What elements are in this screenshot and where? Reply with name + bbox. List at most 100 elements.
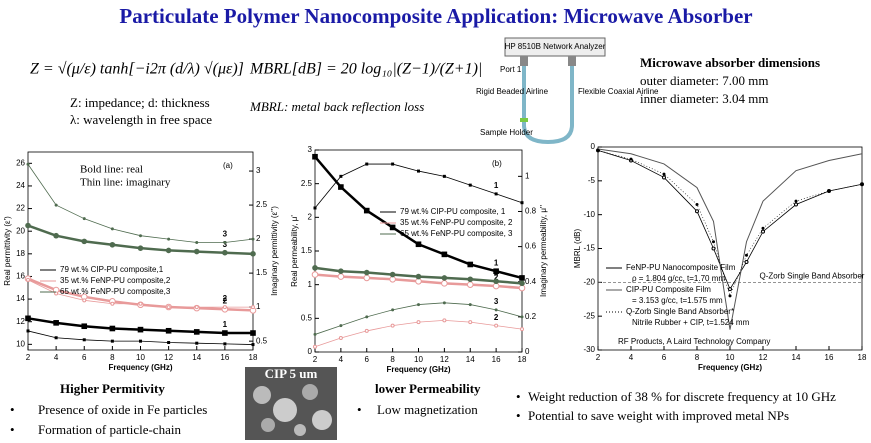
bullet-text: Formation of particle-chain xyxy=(38,422,181,437)
marker xyxy=(338,268,344,275)
marker xyxy=(441,280,448,287)
x-tick-label: 18 xyxy=(518,355,527,364)
marker xyxy=(520,201,524,205)
marker xyxy=(442,318,447,323)
marker xyxy=(493,268,499,274)
marker xyxy=(728,287,732,292)
caption: MBRL: metal back reflection loss xyxy=(249,99,424,114)
bullet: • xyxy=(516,389,521,404)
legend-detail: ρ = 1.804 g/cc, t=1.70 mm xyxy=(632,274,725,283)
marker xyxy=(519,275,525,281)
legend-label: 65 wt.% FeNP-PU composite,3 xyxy=(60,287,171,296)
y2-axis-title: Imaginary permittivity (ε'') xyxy=(270,206,279,296)
curve-label: 1 xyxy=(494,181,499,190)
x-tick-label: 18 xyxy=(858,353,867,362)
curve-label: 2 xyxy=(494,273,499,282)
marker xyxy=(137,245,144,251)
x-tick-label: 4 xyxy=(54,353,59,362)
marker xyxy=(251,305,255,310)
x-tick-label: 10 xyxy=(414,355,423,364)
marker xyxy=(441,275,448,281)
x-tick-label: 2 xyxy=(596,353,601,362)
sem-image: CIP 5 um xyxy=(245,366,337,440)
x-tick-label: 6 xyxy=(365,355,370,364)
marker xyxy=(110,339,114,343)
series-line xyxy=(314,302,523,335)
marker xyxy=(251,343,255,347)
marker xyxy=(364,328,369,333)
curve-label: 3 xyxy=(223,240,228,249)
marker xyxy=(313,332,317,336)
dim-text: outer diameter: 7.00 mm xyxy=(640,73,769,88)
y-tick-label: -5 xyxy=(588,176,596,185)
marker xyxy=(25,222,31,229)
label: HP 8510B Network Analyzer xyxy=(505,42,606,51)
marker xyxy=(137,326,144,333)
dim-title: Microwave absorber dimensions xyxy=(640,55,820,70)
bullet: • xyxy=(10,422,15,437)
legend-label: 79 wt.% CIP-PU composite, 1 xyxy=(400,207,506,216)
x-tick-label: 2 xyxy=(313,355,318,364)
x-tick-label: 2 xyxy=(26,353,31,362)
marker xyxy=(416,320,421,325)
marker xyxy=(794,199,798,203)
marker xyxy=(417,303,420,307)
marker xyxy=(417,169,420,173)
y-tick-label: 1.5 xyxy=(301,246,313,255)
marker xyxy=(139,339,142,343)
marker xyxy=(53,320,59,326)
legend-label: 79 wt.% CIP-PU composite,1 xyxy=(60,265,164,274)
marker xyxy=(339,324,343,328)
marker xyxy=(494,323,499,328)
y-tick-label: 26 xyxy=(16,158,25,167)
marker xyxy=(337,273,345,280)
marker xyxy=(338,335,343,340)
marker xyxy=(494,192,498,196)
reference-label: Q-Zorb Single Band Absorber xyxy=(760,271,865,280)
x-tick-label: 16 xyxy=(825,353,834,362)
marker xyxy=(109,241,116,248)
panel-label: (b) xyxy=(492,159,502,168)
curve-label: 1 xyxy=(494,258,499,267)
marker xyxy=(25,315,31,322)
y-tick-label: 2.5 xyxy=(301,179,313,188)
marker xyxy=(194,305,199,310)
marker xyxy=(338,184,344,190)
marker xyxy=(222,249,228,256)
marker xyxy=(467,261,474,268)
label: Port 1 xyxy=(500,65,522,74)
legend-label: CIP-PU Composite Film xyxy=(626,285,711,294)
marker xyxy=(313,344,317,349)
marker xyxy=(139,234,142,238)
marker xyxy=(138,301,143,306)
label: Rigid Beaded Airline xyxy=(476,87,549,96)
marker xyxy=(109,325,116,332)
y-axis-title: Real permittivity (ε') xyxy=(3,216,12,286)
marker xyxy=(311,271,319,278)
credit: RF Products, A Laird Technology Company xyxy=(618,337,770,346)
marker xyxy=(711,246,716,251)
marker xyxy=(712,240,715,244)
y-tick-label: 24 xyxy=(16,181,25,190)
marker xyxy=(466,281,474,288)
marker xyxy=(468,320,473,325)
x-tick-label: 4 xyxy=(339,355,344,364)
legend-label: Q-Zorb Single Band Absorber* xyxy=(626,307,734,316)
bullet: • xyxy=(357,402,362,417)
x-tick-label: 14 xyxy=(792,353,801,362)
y-tick-label: 10 xyxy=(16,339,25,348)
y2-axis-title: Imaginary permeability, μ'' xyxy=(539,205,548,297)
x-axis-title: Frequency (GHz) xyxy=(386,365,450,374)
y2-tick-label: 0.2 xyxy=(525,312,537,321)
y-tick-label: 0 xyxy=(591,142,596,151)
series-line xyxy=(597,148,863,330)
curve-label: 1 xyxy=(223,320,228,329)
marker xyxy=(313,206,317,210)
x-tick-label: 16 xyxy=(492,355,501,364)
y2-tick-label: 1.5 xyxy=(256,268,268,277)
marker xyxy=(827,189,831,193)
x-tick-label: 16 xyxy=(220,353,229,362)
marker xyxy=(860,182,864,186)
x-tick-label: 10 xyxy=(726,353,735,362)
y-tick-label: -10 xyxy=(583,210,595,219)
